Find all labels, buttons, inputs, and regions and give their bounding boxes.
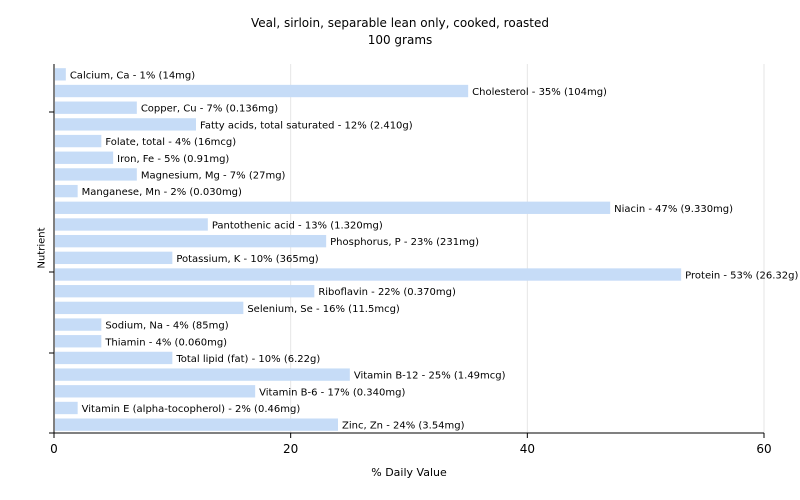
bar (55, 368, 350, 381)
x-tick-label: 60 (756, 442, 771, 456)
bar (55, 318, 102, 331)
bar-label: Niacin - 47% (9.330mg) (614, 204, 733, 215)
bar-label: Phosphorus, P - 23% (231mg) (330, 237, 479, 248)
bar (55, 84, 469, 98)
bar (55, 401, 78, 415)
bar-label: Vitamin B-12 - 25% (1.49mcg) (354, 371, 506, 382)
bar-label: Cholesterol - 35% (104mg) (472, 87, 607, 98)
bar-label: Thiamin - 4% (0.060mg) (104, 337, 227, 348)
bar-label: Folate, total - 4% (16mcg) (105, 137, 236, 148)
bar-label: Potassium, K - 10% (365mg) (176, 254, 318, 265)
bar (55, 184, 78, 198)
bar (55, 118, 196, 131)
bar-label: Zinc, Zn - 24% (3.54mg) (342, 421, 465, 432)
bar (55, 418, 338, 431)
bar-label: Total lipid (fat) - 10% (6.22g) (175, 354, 320, 365)
bar (55, 351, 173, 365)
x-axis-label: % Daily Value (371, 466, 447, 479)
bar (55, 168, 137, 181)
bar (55, 134, 102, 148)
bar (55, 335, 102, 348)
bar (55, 101, 137, 114)
bar (55, 301, 244, 315)
bar-label: Iron, Fe - 5% (0.91mg) (117, 154, 229, 165)
bar (55, 268, 682, 281)
bar-label: Sodium, Na - 4% (85mg) (105, 321, 228, 332)
bar-label: Protein - 53% (26.32g) (685, 271, 798, 282)
y-axis-label: Nutrient (36, 227, 48, 269)
bar-label: Fatty acids, total saturated - 12% (2.41… (200, 120, 413, 131)
chart-title: Veal, sirloin, separable lean only, cook… (250, 16, 550, 30)
bar (55, 285, 315, 298)
bar-label: Copper, Cu - 7% (0.136mg) (141, 104, 278, 115)
bar (55, 201, 611, 214)
bar-label: Riboflavin - 22% (0.370mg) (318, 287, 456, 298)
bar-label: Manganese, Mn - 2% (0.030mg) (82, 187, 242, 198)
bar-label: Calcium, Ca - 1% (14mg) (70, 70, 195, 81)
bar (55, 251, 173, 265)
x-tick-label: 20 (283, 442, 298, 456)
x-tick-label: 40 (520, 442, 535, 456)
bar-label: Vitamin B-6 - 17% (0.340mg) (259, 387, 405, 398)
bar-label: Magnesium, Mg - 7% (27mg) (141, 170, 286, 181)
chart-subtitle: 100 grams (367, 33, 433, 47)
bar (55, 68, 66, 81)
bar-label: Selenium, Se - 16% (11.5mcg) (247, 304, 400, 315)
bar-label: Vitamin E (alpha-tocopherol) - 2% (0.46m… (82, 404, 301, 415)
x-tick-label: 0 (50, 442, 58, 456)
bar-label: Pantothenic acid - 13% (1.320mg) (212, 220, 383, 231)
bar (55, 151, 114, 164)
bar (55, 385, 256, 398)
bar (55, 218, 208, 231)
bar (55, 234, 327, 248)
